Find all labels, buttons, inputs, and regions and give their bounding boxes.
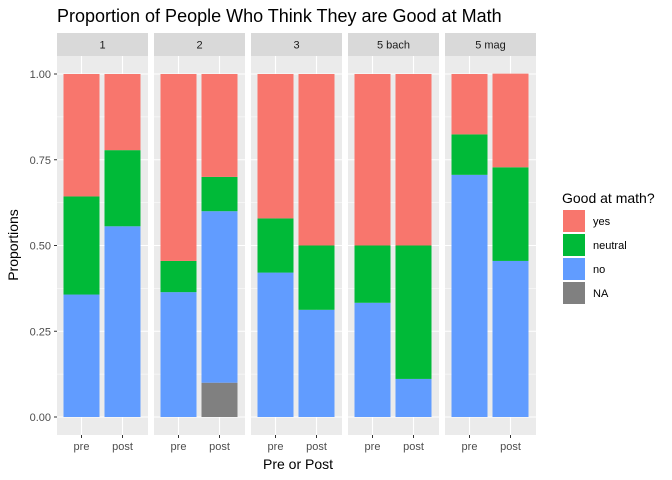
- facet-panel: 2 pre post: [154, 33, 245, 453]
- y-tick-label: 1.00: [30, 69, 51, 81]
- bar-segment-neutral: [354, 245, 391, 303]
- chart-title: Proportion of People Who Think They are …: [57, 6, 502, 26]
- x-tick-label: pre: [462, 441, 478, 453]
- facet-strip: [445, 33, 536, 56]
- y-axis: 0.00 0.25 0.50 0.75 1.00: [30, 69, 57, 424]
- facet-panel: 3 pre post: [251, 33, 342, 453]
- legend-key-na: [563, 282, 585, 304]
- legend-key-yes: [563, 210, 585, 232]
- x-tick-label: post: [403, 441, 424, 453]
- bar-segment-yes: [257, 74, 294, 219]
- bar-segment-yes: [160, 74, 197, 261]
- bar-segment-neutral: [492, 167, 529, 261]
- bar-segment-yes: [298, 74, 335, 246]
- bar-segment-neutral: [160, 260, 197, 293]
- bar-segment-yes: [395, 74, 432, 246]
- legend-label: NA: [593, 288, 609, 300]
- facet-strip-label: 2: [196, 40, 202, 52]
- x-tick-label: post: [112, 441, 133, 453]
- bar-segment-no: [257, 272, 294, 417]
- bar-segment-yes: [451, 74, 488, 135]
- bar-segment-yes: [104, 74, 141, 151]
- x-tick-label: post: [500, 441, 521, 453]
- bar-segment-no: [201, 211, 238, 383]
- y-tick-label: 0.25: [30, 326, 51, 338]
- facet-strip-label: 5 bach: [377, 40, 410, 52]
- facet-strip: [57, 33, 148, 56]
- legend-label: yes: [593, 216, 611, 228]
- facet-panel: 1 pre post: [57, 33, 148, 453]
- facet-strip: [348, 33, 439, 56]
- facet-strip-label: 3: [293, 40, 299, 52]
- legend-key-no: [563, 258, 585, 280]
- bar-segment-neutral: [104, 150, 141, 227]
- bar-segment-yes: [492, 73, 529, 168]
- bar-segment-no: [160, 292, 197, 417]
- bar-segment-no: [395, 378, 432, 417]
- legend-key-neutral: [563, 234, 585, 256]
- y-tick-label: 0.00: [30, 412, 51, 424]
- bar-segment-neutral: [298, 245, 335, 310]
- facet-panel: 5 bach pre post: [348, 33, 439, 453]
- facet-strip: [154, 33, 245, 56]
- facet-strip: [251, 33, 342, 56]
- y-tick-label: 0.75: [30, 155, 51, 167]
- x-tick-label: post: [306, 441, 327, 453]
- bar-segment-yes: [63, 74, 100, 197]
- bar-segment-no: [451, 174, 488, 417]
- bar-segment-no: [492, 260, 529, 417]
- y-axis-title: Proportions: [5, 209, 21, 281]
- bar-segment-neutral: [451, 134, 488, 175]
- bar-segment-neutral: [395, 245, 432, 379]
- facet-strip-label: 5 mag: [475, 40, 506, 52]
- bar-segment-no: [63, 294, 100, 417]
- x-tick-label: pre: [74, 441, 90, 453]
- x-tick-label: pre: [365, 441, 381, 453]
- bar-segment-neutral: [63, 196, 100, 295]
- x-tick-label: post: [209, 441, 230, 453]
- facet-panel: 5 mag pre post: [445, 33, 536, 453]
- facet-strip-label: 1: [99, 40, 105, 52]
- bar-segment-no: [354, 302, 391, 417]
- x-tick-label: pre: [268, 441, 284, 453]
- bar-segment-yes: [201, 74, 238, 177]
- bar-segment-neutral: [257, 218, 294, 273]
- x-axis-title: Pre or Post: [263, 456, 333, 472]
- legend: Good at math? yes neutral no NA: [562, 190, 655, 304]
- bar-segment-no: [104, 226, 141, 417]
- bar-segment-yes: [354, 74, 391, 246]
- y-tick-label: 0.50: [30, 241, 51, 253]
- legend-label: no: [593, 264, 605, 276]
- bar-segment-no: [298, 309, 335, 417]
- bar-segment-neutral: [201, 176, 238, 212]
- x-tick-label: pre: [171, 441, 187, 453]
- legend-label: neutral: [593, 240, 627, 252]
- bar-segment-na: [201, 382, 238, 417]
- legend-title: Good at math?: [562, 190, 655, 206]
